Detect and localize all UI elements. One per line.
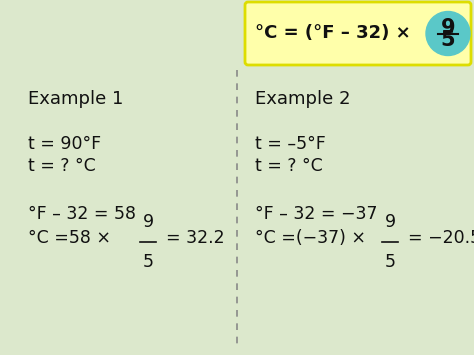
- Text: 9: 9: [143, 213, 154, 231]
- Text: 9: 9: [384, 213, 396, 231]
- Text: Example 2: Example 2: [255, 90, 350, 108]
- Text: °F – 32 = 58: °F – 32 = 58: [28, 205, 136, 223]
- Text: °C = (°F – 32) ×: °C = (°F – 32) ×: [255, 24, 411, 43]
- Text: 5: 5: [143, 253, 154, 271]
- Text: t = ? °C: t = ? °C: [28, 157, 96, 175]
- FancyBboxPatch shape: [245, 2, 471, 65]
- Text: °F – 32 = −37: °F – 32 = −37: [255, 205, 377, 223]
- Text: = −20.5: = −20.5: [408, 229, 474, 247]
- Text: t = 90°F: t = 90°F: [28, 135, 101, 153]
- Circle shape: [426, 11, 470, 55]
- Text: = 32.2: = 32.2: [166, 229, 225, 247]
- Text: 5: 5: [384, 253, 395, 271]
- Text: °C =(−37) ×: °C =(−37) ×: [255, 229, 366, 247]
- Text: 5: 5: [441, 31, 456, 50]
- Text: t = –5°F: t = –5°F: [255, 135, 326, 153]
- Text: °C =58 ×: °C =58 ×: [28, 229, 111, 247]
- Text: 9: 9: [441, 17, 456, 38]
- Text: Example 1: Example 1: [28, 90, 123, 108]
- Text: t = ? °C: t = ? °C: [255, 157, 323, 175]
